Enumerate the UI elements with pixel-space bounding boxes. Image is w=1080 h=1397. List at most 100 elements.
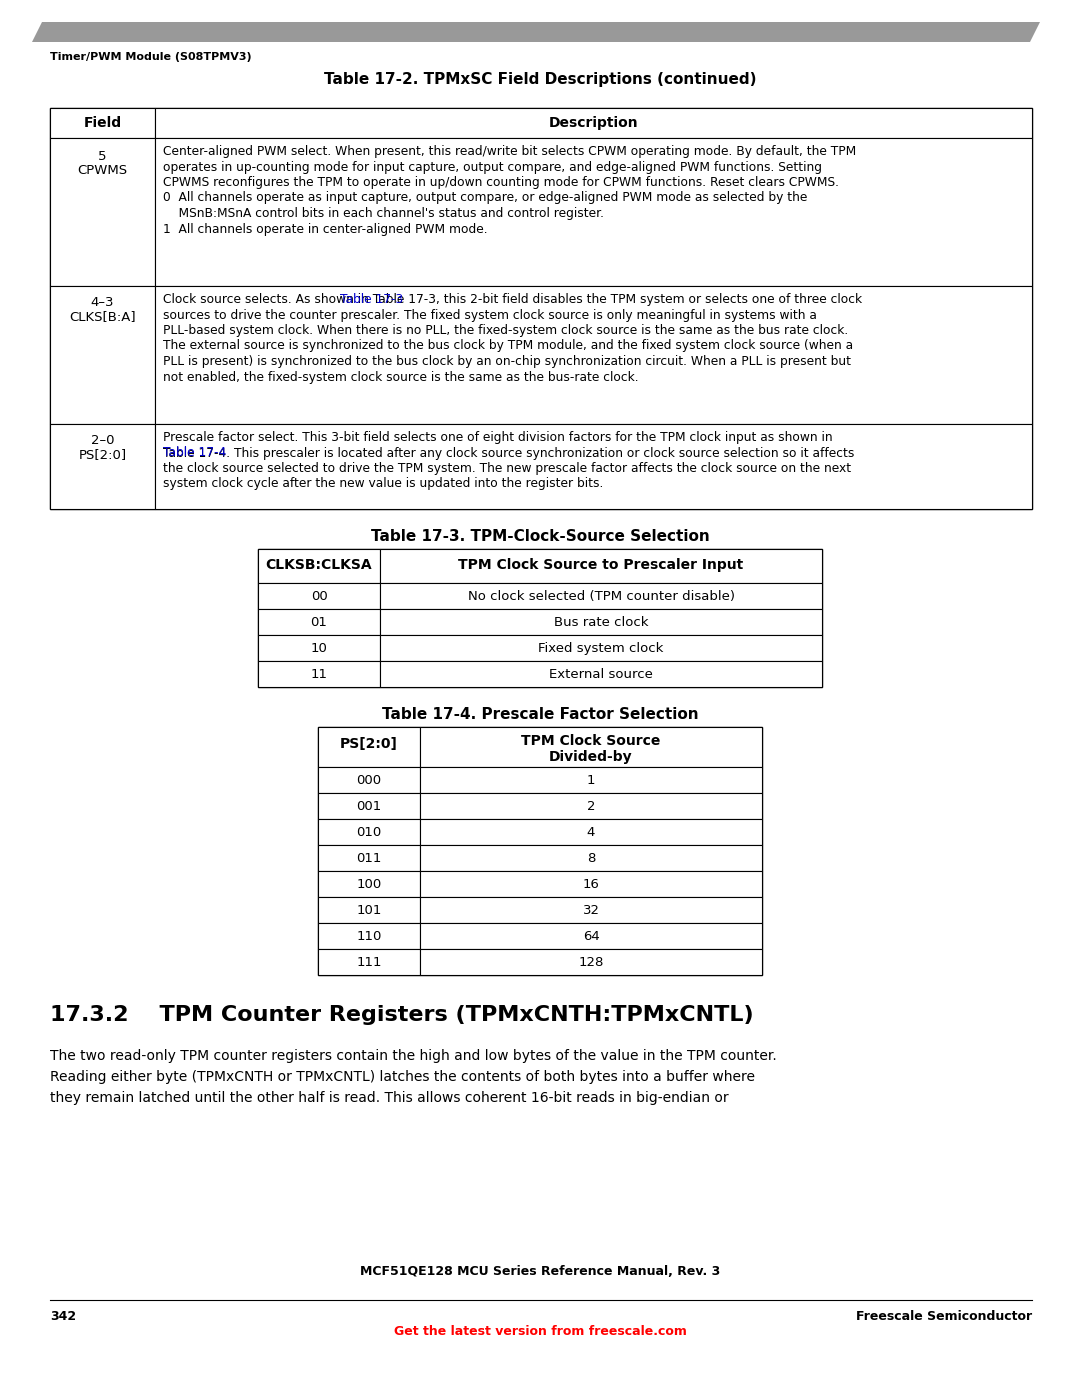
Text: The two read-only TPM counter registers contain the high and low bytes of the va: The two read-only TPM counter registers … (50, 1049, 777, 1063)
Bar (258, 549, 380, 583)
Bar (380, 636, 822, 661)
Text: PLL is present) is synchronized to the bus clock by an on-chip synchronization c: PLL is present) is synchronized to the b… (163, 355, 851, 367)
Bar (258, 583, 380, 609)
Text: CLKSB:CLKSA: CLKSB:CLKSA (266, 557, 373, 571)
Text: 17.3.2    TPM Counter Registers (TPMxCNTH:TPMxCNTL): 17.3.2 TPM Counter Registers (TPMxCNTH:T… (50, 1004, 754, 1025)
Bar (420, 767, 762, 793)
Text: TPM Clock Source
Divided-by: TPM Clock Source Divided-by (522, 733, 661, 764)
Text: 128: 128 (578, 956, 604, 970)
Bar (318, 726, 762, 975)
Bar (258, 609, 380, 636)
Text: 2: 2 (586, 800, 595, 813)
Text: Table 17-2. TPMxSC Field Descriptions (continued): Table 17-2. TPMxSC Field Descriptions (c… (324, 73, 756, 87)
Polygon shape (32, 22, 1040, 42)
Bar (420, 726, 762, 767)
Text: MCF51QE128 MCU Series Reference Manual, Rev. 3: MCF51QE128 MCU Series Reference Manual, … (360, 1266, 720, 1278)
Bar (50, 425, 156, 509)
Text: 01: 01 (311, 616, 327, 629)
Bar (156, 425, 1032, 509)
Text: 16: 16 (582, 877, 599, 891)
Text: 4–3: 4–3 (91, 296, 114, 309)
Text: 00: 00 (311, 590, 327, 604)
Text: 10: 10 (311, 643, 327, 655)
Bar (318, 923, 420, 949)
Text: 342: 342 (50, 1310, 76, 1323)
Text: Table 17-3: Table 17-3 (340, 293, 403, 306)
Bar (318, 726, 420, 767)
Bar (50, 286, 156, 425)
Bar (258, 549, 822, 687)
Text: Bus rate clock: Bus rate clock (554, 616, 648, 629)
Text: Table 17-4. This prescaler is located after any clock source synchronization or : Table 17-4. This prescaler is located af… (163, 447, 854, 460)
Text: Timer/PWM Module (S08TPMV3): Timer/PWM Module (S08TPMV3) (50, 52, 252, 61)
Text: 010: 010 (356, 826, 381, 840)
Text: 8: 8 (586, 852, 595, 865)
Text: Center-aligned PWM select. When present, this read/write bit selects CPWM operat: Center-aligned PWM select. When present,… (163, 145, 856, 158)
Text: Table 17-3. TPM-Clock-Source Selection: Table 17-3. TPM-Clock-Source Selection (370, 529, 710, 543)
Text: TPM Clock Source to Prescaler Input: TPM Clock Source to Prescaler Input (458, 557, 744, 571)
Text: PS[2:0]: PS[2:0] (79, 448, 126, 461)
Text: Freescale Semiconductor: Freescale Semiconductor (855, 1310, 1032, 1323)
Text: they remain latched until the other half is read. This allows coherent 16-bit re: they remain latched until the other half… (50, 1091, 729, 1105)
Bar (420, 949, 762, 975)
Bar (50, 108, 156, 138)
Bar (318, 870, 420, 897)
Bar (420, 897, 762, 923)
Bar (420, 923, 762, 949)
Bar (156, 138, 1032, 286)
Bar (318, 767, 420, 793)
Bar (156, 286, 1032, 425)
Text: 011: 011 (356, 852, 381, 865)
Bar (50, 108, 1032, 509)
Text: No clock selected (TPM counter disable): No clock selected (TPM counter disable) (468, 590, 734, 604)
Text: External source: External source (549, 668, 653, 680)
Bar (318, 897, 420, 923)
Text: CLKS[B:A]: CLKS[B:A] (69, 310, 136, 323)
Text: not enabled, the fixed-system clock source is the same as the bus-rate clock.: not enabled, the fixed-system clock sour… (163, 370, 638, 384)
Bar (420, 870, 762, 897)
Text: operates in up-counting mode for input capture, output compare, and edge-aligned: operates in up-counting mode for input c… (163, 161, 822, 173)
Text: 110: 110 (356, 930, 381, 943)
Text: Prescale factor select. This 3-bit field selects one of eight division factors f: Prescale factor select. This 3-bit field… (163, 432, 833, 444)
Bar (258, 661, 380, 687)
Text: sources to drive the counter prescaler. The fixed system clock source is only me: sources to drive the counter prescaler. … (163, 309, 816, 321)
Bar (420, 793, 762, 819)
Text: the clock source selected to drive the TPM system. The new prescale factor affec: the clock source selected to drive the T… (163, 462, 851, 475)
Text: 1  All channels operate in center-aligned PWM mode.: 1 All channels operate in center-aligned… (163, 222, 488, 236)
Text: PS[2:0]: PS[2:0] (340, 738, 397, 752)
Text: 4: 4 (586, 826, 595, 840)
Text: 32: 32 (582, 904, 599, 916)
Text: 5: 5 (98, 149, 107, 163)
Text: 111: 111 (356, 956, 381, 970)
Bar (380, 661, 822, 687)
Bar (420, 819, 762, 845)
Text: CPWMS: CPWMS (78, 163, 127, 177)
Text: 001: 001 (356, 800, 381, 813)
Text: 2–0: 2–0 (91, 434, 114, 447)
Text: Description: Description (549, 116, 638, 130)
Text: Clock source selects. As shown in Table 17-3, this 2-bit field disables the TPM : Clock source selects. As shown in Table … (163, 293, 862, 306)
Text: Table 17-4: Table 17-4 (163, 447, 226, 460)
Bar (318, 949, 420, 975)
Text: PLL-based system clock. When there is no PLL, the fixed-system clock source is t: PLL-based system clock. When there is no… (163, 324, 848, 337)
Bar (258, 636, 380, 661)
Text: 64: 64 (582, 930, 599, 943)
Bar (318, 819, 420, 845)
Bar (380, 583, 822, 609)
Bar (380, 609, 822, 636)
Bar (156, 108, 1032, 138)
Text: 11: 11 (311, 668, 327, 680)
Text: MSnB:MSnA control bits in each channel's status and control register.: MSnB:MSnA control bits in each channel's… (163, 207, 604, 219)
Text: Reading either byte (TPMxCNTH or TPMxCNTL) latches the contents of both bytes in: Reading either byte (TPMxCNTH or TPMxCNT… (50, 1070, 755, 1084)
Text: system clock cycle after the new value is updated into the register bits.: system clock cycle after the new value i… (163, 478, 604, 490)
Text: Fixed system clock: Fixed system clock (538, 643, 664, 655)
Bar (318, 793, 420, 819)
Text: 101: 101 (356, 904, 381, 916)
Text: 100: 100 (356, 877, 381, 891)
Text: 000: 000 (356, 774, 381, 787)
Bar (50, 138, 156, 286)
Text: Get the latest version from freescale.com: Get the latest version from freescale.co… (393, 1324, 687, 1338)
Text: Table 17-4. Prescale Factor Selection: Table 17-4. Prescale Factor Selection (381, 707, 699, 722)
Text: The external source is synchronized to the bus clock by TPM module, and the fixe: The external source is synchronized to t… (163, 339, 853, 352)
Text: Field: Field (83, 116, 122, 130)
